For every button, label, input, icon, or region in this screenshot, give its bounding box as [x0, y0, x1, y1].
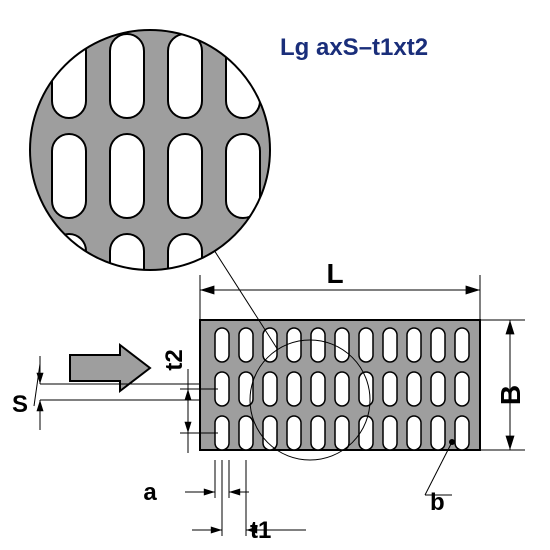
dim-a-label: a — [143, 479, 157, 506]
dim-t2-label: t2 — [161, 349, 188, 370]
detail-view — [30, 30, 318, 318]
diagram-title: Lg axS–t1xt2 — [280, 34, 428, 61]
dim-b-label: b — [430, 489, 445, 516]
dim-t1-label: t1 — [250, 517, 271, 544]
perforated-sheet — [200, 320, 480, 450]
dim-B-label: B — [495, 385, 526, 405]
dim-S-label: S — [12, 391, 28, 418]
dim-L-label: L — [326, 258, 343, 289]
